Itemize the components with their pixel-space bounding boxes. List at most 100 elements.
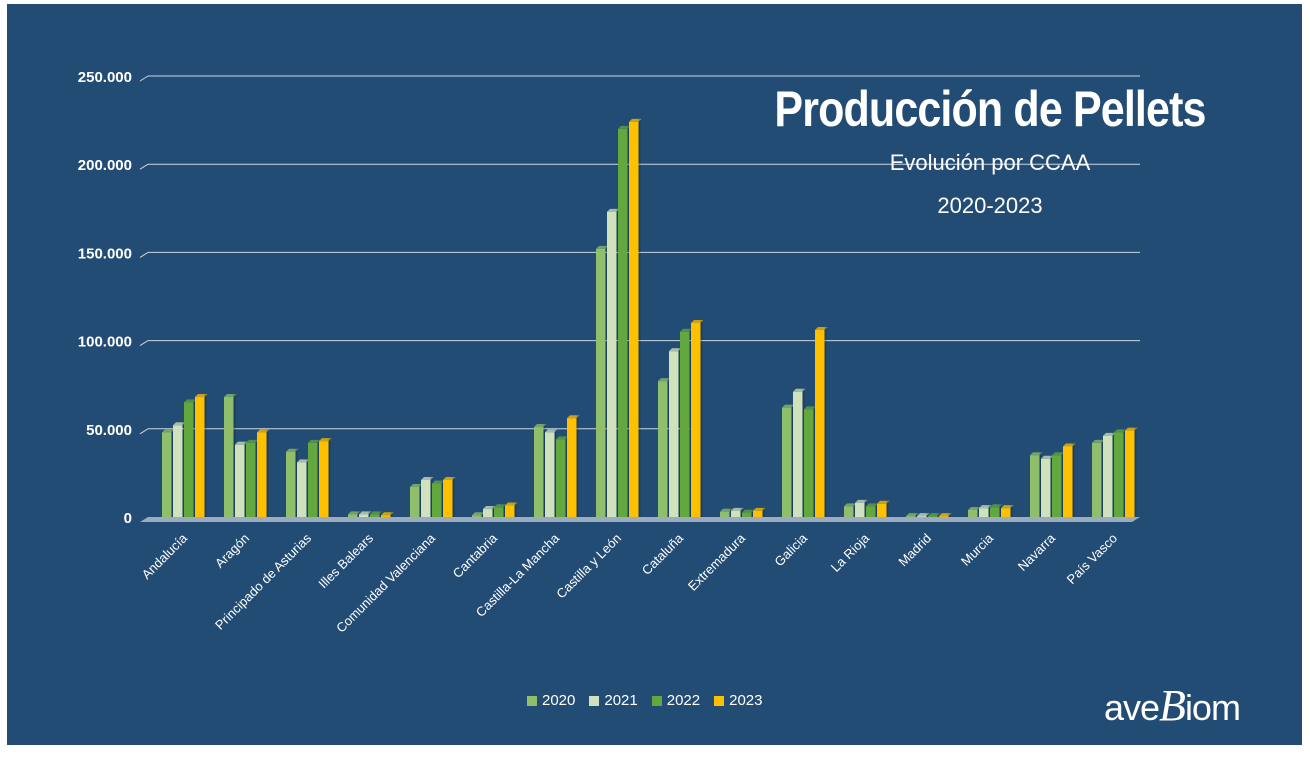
x-tick-label: Illes Balears (315, 530, 376, 591)
bar-top (410, 484, 423, 488)
bar-top (917, 513, 930, 517)
bar-top (494, 504, 507, 508)
logo-text-b: B (1159, 681, 1186, 730)
bar (359, 514, 369, 517)
bar-top (257, 429, 270, 433)
bar-top (1001, 505, 1014, 509)
legend-swatch (651, 695, 662, 706)
x-tick-label: La Rioja (828, 530, 873, 575)
bar-top (246, 439, 259, 443)
bar-side (886, 500, 889, 517)
bar-top (877, 500, 890, 504)
bar (844, 506, 854, 517)
bar-top (235, 441, 248, 445)
bar-side (678, 348, 681, 517)
bar-top (1063, 443, 1076, 447)
bar-top (720, 508, 733, 512)
bar-top (680, 328, 693, 332)
bar (1063, 446, 1073, 517)
bar-side (999, 504, 1002, 517)
bar-side (1050, 455, 1053, 517)
bar-top (432, 480, 445, 484)
legend-label: 2021 (604, 692, 638, 709)
bar (443, 479, 453, 517)
bar-side (864, 499, 867, 517)
x-tick-label: Cantabria (450, 530, 501, 581)
bar-side (554, 429, 557, 517)
bar (297, 462, 307, 517)
bar-side (1061, 452, 1064, 517)
logo-text-iom: iom (1184, 687, 1241, 728)
bar-side (328, 438, 331, 517)
bar-top (618, 125, 631, 129)
x-tick-label: Andalucía (139, 530, 191, 582)
bar-side (514, 502, 517, 517)
bar-top (567, 415, 580, 419)
bar-top (534, 424, 547, 428)
bar (348, 514, 358, 517)
bar (184, 402, 194, 517)
gridline-depth (139, 428, 149, 435)
y-tick-label: 250.000 (78, 69, 132, 86)
bar-top (979, 505, 992, 509)
x-tick-label: Cataluña (639, 530, 687, 578)
bar-side (605, 245, 608, 517)
bar-top (607, 208, 620, 212)
bar-top (753, 507, 766, 511)
bar (534, 427, 544, 517)
bar (906, 516, 916, 518)
bar-top (545, 429, 558, 433)
bar-side (368, 511, 371, 517)
bar-side (616, 208, 619, 517)
bar-top (184, 399, 197, 403)
bar (472, 515, 482, 517)
bar (505, 505, 515, 517)
bar-top (1052, 452, 1065, 456)
bar-top (173, 422, 186, 426)
gridline-depth (139, 251, 149, 258)
bar (246, 442, 256, 517)
legend-item: 2020 (527, 692, 575, 709)
bar (1114, 432, 1124, 517)
bar-side (802, 388, 805, 517)
avebiom-logo: aveBiom (1104, 680, 1241, 731)
legend-label: 2022 (666, 692, 701, 709)
bar-side (441, 480, 444, 517)
legend-item: 2023 (714, 692, 763, 709)
bar (596, 248, 606, 517)
bar-side (988, 505, 991, 517)
bar-side (233, 394, 236, 517)
bar-side (379, 511, 382, 517)
bar-top (297, 459, 310, 463)
x-tick-label: Madrid (895, 531, 934, 570)
bar-side (751, 509, 754, 517)
bar-side (244, 441, 247, 517)
bar-side (295, 448, 298, 517)
legend-item: 2022 (651, 692, 701, 709)
y-tick-label: 100.000 (78, 334, 132, 351)
bar-top (1092, 439, 1105, 443)
bar (308, 442, 318, 517)
bar-side (1010, 505, 1013, 517)
bar-top (990, 504, 1003, 508)
bar (979, 508, 989, 517)
bar (742, 512, 752, 517)
bar-side (791, 404, 794, 517)
bar-top (782, 404, 795, 408)
bar-top (224, 394, 237, 398)
bar-side (729, 508, 732, 517)
bar (968, 509, 978, 517)
bar-top (928, 513, 941, 517)
bar-top (348, 511, 361, 515)
bar (567, 418, 577, 517)
bar-side (627, 125, 630, 518)
bar (1103, 435, 1113, 517)
bar-top (855, 499, 868, 503)
bar-top (906, 513, 919, 517)
bar-top (443, 476, 456, 480)
bar-side (357, 511, 360, 517)
chart-subtitle-years: 2020-2023 (937, 193, 1043, 218)
bar (319, 441, 329, 517)
bar-side (1134, 427, 1137, 517)
